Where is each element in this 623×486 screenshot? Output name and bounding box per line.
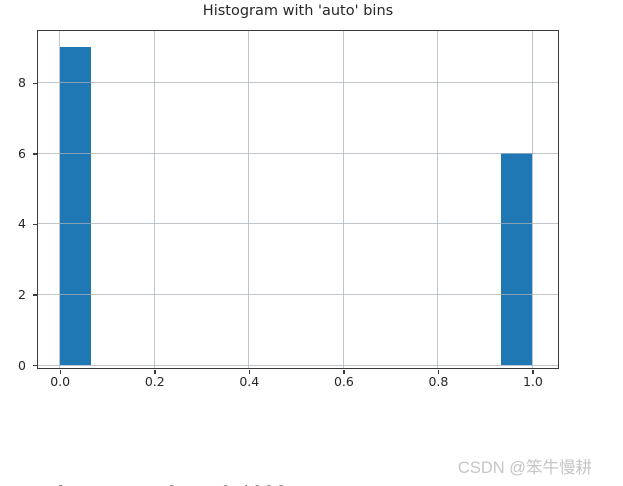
y-tick-label: 6 <box>18 145 26 161</box>
x-tick-label: 1.0 <box>522 374 543 389</box>
gridline-vertical <box>153 30 155 368</box>
y-tick-mark <box>32 153 37 155</box>
gridline-vertical <box>437 30 439 368</box>
x-tick-label: 0.0 <box>50 374 71 389</box>
y-tick-label: 4 <box>18 216 26 232</box>
csdn-watermark: CSDN @笨牛慢耕 <box>457 459 592 477</box>
x-tick-mark <box>437 369 440 374</box>
gridline-horizontal <box>37 294 558 295</box>
gridline-vertical <box>342 30 344 368</box>
x-tick-mark <box>59 369 61 374</box>
histogram-bar <box>500 153 533 365</box>
y-tick-mark <box>32 294 37 296</box>
y-tick-label: 2 <box>18 287 26 302</box>
gridline-horizontal <box>37 82 558 84</box>
gridline-horizontal <box>37 364 558 366</box>
x-tick-mark <box>532 369 534 374</box>
gridline-horizontal <box>37 223 558 225</box>
y-tick-label: 8 <box>18 75 26 91</box>
gridline-horizontal <box>37 152 558 154</box>
chart-title: Histogram with 'auto' bins <box>202 3 394 19</box>
console-output: sample means of r = 0.4022 sample varian… <box>7 427 361 486</box>
plot-area <box>36 29 559 369</box>
y-tick-mark <box>32 364 37 367</box>
x-tick-label: 0.6 <box>333 374 354 389</box>
x-tick-mark <box>248 369 251 374</box>
x-tick-label: 0.8 <box>428 374 449 389</box>
x-tick-mark <box>154 369 156 374</box>
histogram-bar <box>59 47 92 365</box>
console-line-mean: sample means of r = 0.4022 <box>7 480 361 486</box>
y-tick-mark <box>32 82 37 84</box>
gridline-vertical <box>59 30 61 368</box>
gridline-vertical <box>248 30 250 368</box>
x-tick-mark <box>343 369 345 374</box>
y-tick-mark <box>32 223 37 226</box>
x-tick-label: 0.4 <box>239 374 260 389</box>
gridline-vertical <box>531 30 533 368</box>
x-tick-label: 0.2 <box>144 374 165 389</box>
y-tick-label: 0 <box>18 357 26 373</box>
